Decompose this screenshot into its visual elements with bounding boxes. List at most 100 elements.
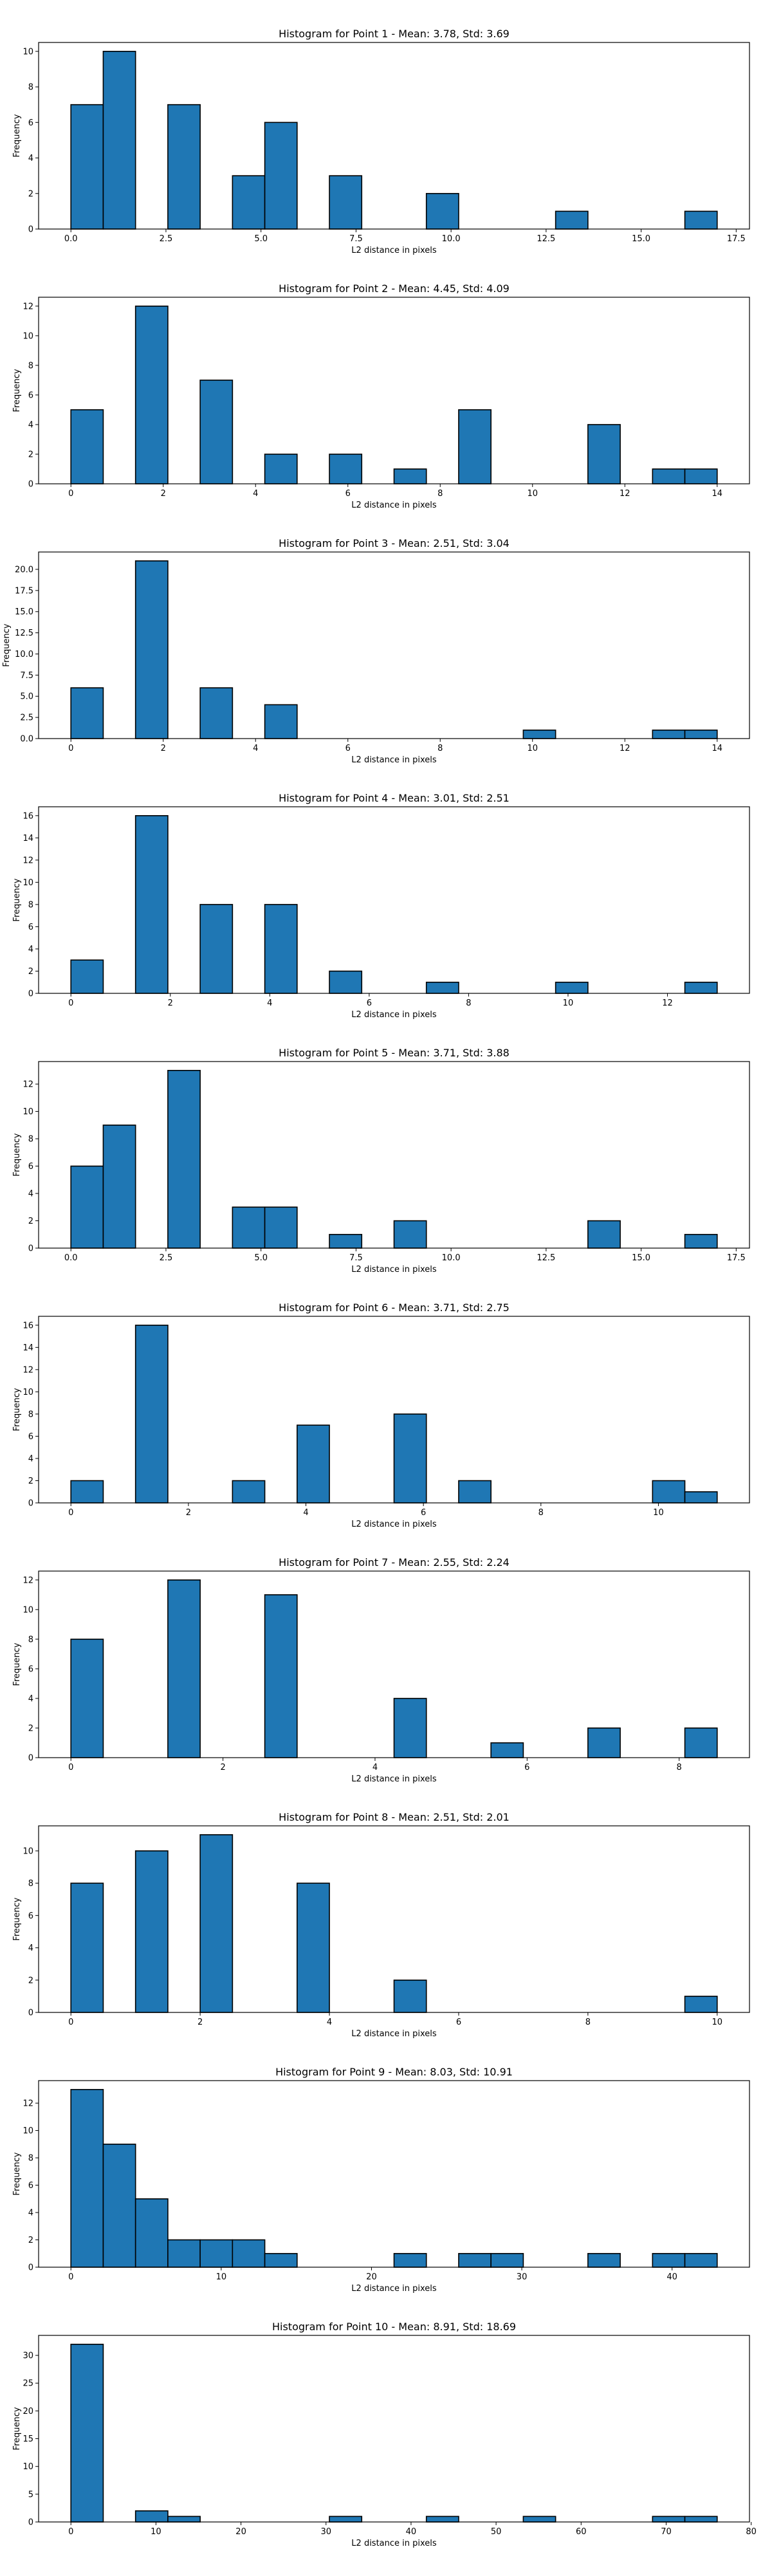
x-tick-label: 12 xyxy=(662,998,673,1008)
x-tick-label: 0 xyxy=(68,998,73,1008)
y-tick-label: 8 xyxy=(28,361,33,371)
chart-title: Histogram for Point 2 - Mean: 4.45, Std:… xyxy=(279,282,510,295)
x-axis-label: L2 distance in pixels xyxy=(351,246,437,255)
histogram-bar xyxy=(393,1413,427,1504)
histogram-bar xyxy=(232,1206,266,1249)
histogram-bar xyxy=(70,687,104,739)
y-tick-label: 2 xyxy=(28,189,33,199)
histogram-panel-9: 0 10 20 30 40 0 2 4 6 8 10 12 Histogram for Point 9 … xyxy=(12,2066,750,2294)
histogram-bar xyxy=(199,380,234,484)
y-tick-label: 14 xyxy=(23,1343,33,1353)
x-tick-label: 15.0 xyxy=(632,1253,650,1263)
chart-title: Histogram for Point 8 - Mean: 2.51, Std:… xyxy=(279,1811,510,1823)
y-tick-label: 12 xyxy=(23,856,33,865)
x-tick-label: 30 xyxy=(320,2527,331,2537)
y-tick-label: 0 xyxy=(28,225,33,235)
histogram-bar xyxy=(167,1579,201,1758)
x-tick-label: 10 xyxy=(653,1508,664,1518)
y-tick-label: 8 xyxy=(28,1635,33,1644)
y-tick-label: 0 xyxy=(28,2009,33,2018)
chart-title: Histogram for Point 1 - Mean: 3.78, Std:… xyxy=(279,28,510,40)
y-axis-label: Frequency xyxy=(12,369,22,412)
x-tick-label: 2.5 xyxy=(160,234,173,244)
y-tick-label: 15.0 xyxy=(15,607,33,617)
y-tick-label: 10 xyxy=(23,2462,33,2472)
histogram-bar xyxy=(264,454,298,484)
histogram-bar xyxy=(555,981,589,994)
chart-title: Histogram for Point 7 - Mean: 2.55, Std:… xyxy=(279,1556,510,1569)
y-tick-label: 2 xyxy=(28,2236,33,2245)
x-tick-label: 4 xyxy=(303,1508,308,1518)
y-axis-label: Frequency xyxy=(12,2152,22,2195)
axes-frame xyxy=(38,42,750,230)
axes-frame xyxy=(38,551,750,739)
x-axis-label: L2 distance in pixels xyxy=(351,1010,437,1020)
histogram-bar xyxy=(70,104,104,230)
y-tick-label: 0 xyxy=(28,989,33,999)
axes-frame xyxy=(38,1316,750,1504)
histogram-bar xyxy=(652,730,686,739)
x-tick-label: 2 xyxy=(198,2018,203,2027)
histogram-bar xyxy=(684,1727,718,1758)
x-tick-label: 20 xyxy=(366,2272,377,2282)
histogram-bar xyxy=(652,1480,686,1504)
y-tick-label: 14 xyxy=(23,834,33,843)
x-tick-label: 8 xyxy=(677,1763,682,1772)
x-tick-label: 10 xyxy=(151,2527,161,2537)
histogram-panel-7: 0 2 4 6 8 0 2 4 6 8 10 12 Histogram for Point 7 - Me… xyxy=(12,1556,750,1784)
histogram-bar xyxy=(264,704,298,739)
y-tick-label: 4 xyxy=(28,1454,33,1464)
histogram-bar xyxy=(684,1491,718,1504)
y-axis-label: Frequency xyxy=(2,623,12,667)
histogram-bar xyxy=(684,981,718,994)
y-tick-label: 10 xyxy=(23,1107,33,1117)
x-tick-label: 6 xyxy=(367,998,372,1008)
x-tick-label: 12 xyxy=(620,489,630,499)
histogram-bar xyxy=(587,1220,621,1249)
x-tick-label: 60 xyxy=(576,2527,587,2537)
histogram-bar xyxy=(425,192,459,230)
histogram-bar xyxy=(393,1220,427,1249)
chart-title: Histogram for Point 9 - Mean: 8.03, Std:… xyxy=(275,2066,513,2078)
histogram-bar xyxy=(264,904,298,994)
histogram-bar xyxy=(555,210,589,230)
x-tick-label: 30 xyxy=(517,2272,528,2282)
histogram-bar xyxy=(167,2239,201,2268)
x-tick-label: 40 xyxy=(666,2272,677,2282)
axes-frame xyxy=(38,2335,750,2523)
y-tick-label: 8 xyxy=(28,1879,33,1889)
x-tick-label: 2 xyxy=(168,998,173,1008)
y-tick-label: 0 xyxy=(28,480,33,490)
x-tick-label: 6 xyxy=(421,1508,426,1518)
y-tick-label: 10 xyxy=(23,47,33,57)
histogram-bar xyxy=(490,1742,524,1758)
y-tick-label: 10 xyxy=(23,331,33,341)
x-tick-label: 10 xyxy=(563,998,574,1008)
x-tick-label: 2.5 xyxy=(160,1253,173,1263)
x-tick-label: 17.5 xyxy=(727,1253,746,1263)
histogram-bar xyxy=(329,1233,363,1249)
histogram-bar xyxy=(393,468,427,484)
y-tick-label: 2.5 xyxy=(20,713,33,723)
y-tick-label: 10 xyxy=(23,1846,33,1856)
histogram-bar xyxy=(393,1698,427,1758)
x-axis-label: L2 distance in pixels xyxy=(351,1265,437,1274)
histogram-bar xyxy=(70,409,104,484)
y-tick-label: 2 xyxy=(28,1477,33,1486)
histogram-bar xyxy=(458,409,492,484)
histogram-panel-10: 0 10 20 30 40 50 60 70 80 0 5 10 15 20 25 30 Histogram f… xyxy=(12,2321,757,2548)
x-tick-label: 40 xyxy=(406,2527,417,2537)
y-axis-label: Frequency xyxy=(12,1388,22,1431)
y-tick-label: 2 xyxy=(28,1976,33,1985)
y-tick-label: 6 xyxy=(28,923,33,932)
x-tick-label: 50 xyxy=(491,2527,502,2537)
histogram-bar xyxy=(684,1996,718,2013)
y-tick-label: 8 xyxy=(28,2154,33,2164)
x-axis-label: L2 distance in pixels xyxy=(351,2284,437,2294)
y-tick-label: 17.5 xyxy=(15,586,33,596)
x-tick-label: 20 xyxy=(235,2527,246,2537)
x-tick-label: 6 xyxy=(345,489,351,499)
histogram-bar xyxy=(232,175,266,230)
